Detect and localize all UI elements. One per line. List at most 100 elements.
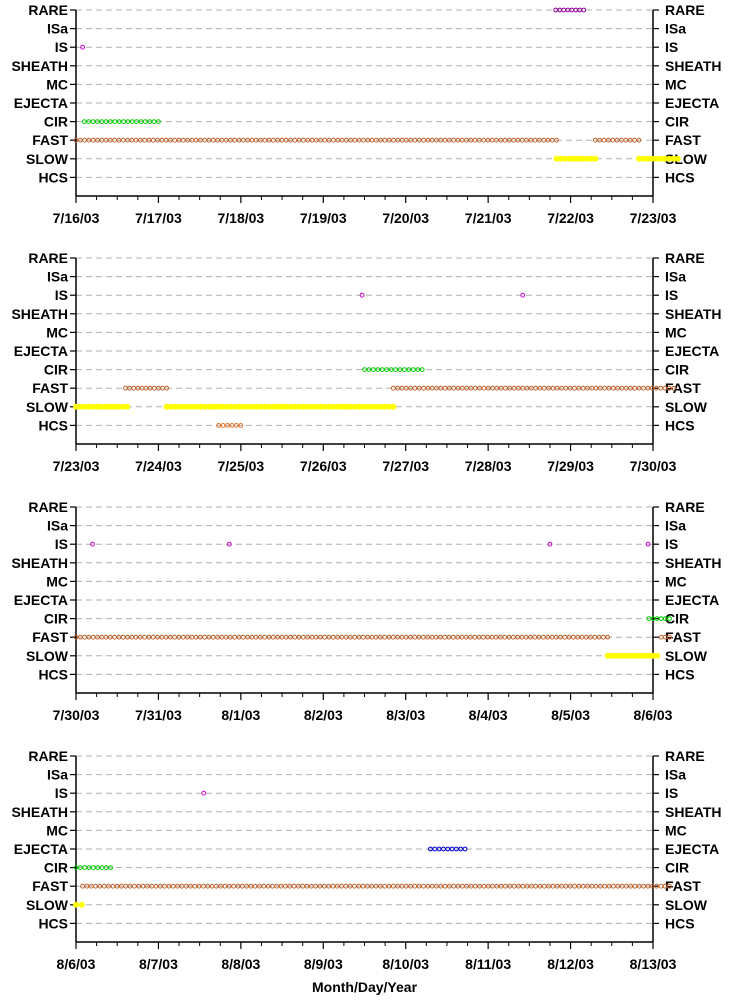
x-tick-label: 7/23/03 xyxy=(630,210,677,226)
x-tick-label: 7/27/03 xyxy=(382,458,429,474)
data-point-fast xyxy=(331,137,336,143)
data-point-fast xyxy=(580,883,586,889)
data-point-fast xyxy=(550,385,556,391)
data-point-fast xyxy=(653,385,659,391)
data-point-fast xyxy=(110,883,116,889)
data-point-cir xyxy=(402,367,407,373)
data-point-fast xyxy=(524,385,530,391)
y-tick-label-right: FAST xyxy=(665,132,701,148)
data-point-fast xyxy=(477,385,482,391)
data-point-fast xyxy=(183,883,189,889)
data-point-fast xyxy=(533,883,539,889)
data-point-cir xyxy=(121,119,126,124)
data-point-fast xyxy=(481,883,487,889)
data-point-fast xyxy=(567,385,573,391)
data-point-fast xyxy=(244,883,249,889)
data-point-fast xyxy=(434,883,439,889)
x-tick-label: 7/21/03 xyxy=(465,210,512,226)
data-point-fast xyxy=(606,385,612,391)
data-point-fast xyxy=(175,883,180,889)
data-point-fast xyxy=(339,883,344,889)
data-point-fast xyxy=(248,883,254,889)
data-point-cir xyxy=(406,367,412,373)
data-point-cir xyxy=(103,119,109,124)
data-point-fast xyxy=(192,883,198,889)
data-point-fast xyxy=(429,883,435,889)
data-point-fast xyxy=(408,883,413,889)
data-point-hcs xyxy=(225,423,230,428)
data-point-fast xyxy=(503,883,508,889)
data-point-fast xyxy=(162,883,167,889)
data-point-cir xyxy=(77,865,83,870)
x-tick-label: 8/4/03 xyxy=(469,707,508,723)
data-point-cir xyxy=(86,865,92,870)
x-tick-label: 8/7/03 xyxy=(139,956,178,972)
data-point-fast xyxy=(196,883,202,889)
data-point-fast xyxy=(262,634,268,640)
data-point-cir xyxy=(82,865,88,870)
data-point-fast xyxy=(472,883,478,889)
data-point-fast xyxy=(278,883,284,889)
x-tick-label: 7/20/03 xyxy=(382,210,429,226)
data-point-fast xyxy=(511,385,517,391)
y-tick-label-right: MC xyxy=(665,822,687,838)
data-point-fast xyxy=(283,883,288,889)
y-tick-label-right: SHEATH xyxy=(665,306,722,322)
data-point-cir xyxy=(362,367,367,373)
data-point-fast xyxy=(580,385,586,391)
data-point-fast xyxy=(623,137,629,143)
data-point-fast xyxy=(131,883,137,889)
x-tick-label: 7/28/03 xyxy=(465,458,512,474)
data-point-cir xyxy=(94,119,100,124)
data-point-fast xyxy=(520,883,526,889)
y-tick-label-left: RARE xyxy=(28,250,68,266)
data-point-fast xyxy=(477,883,483,889)
data-point-slow xyxy=(124,403,131,410)
x-tick-label: 8/11/03 xyxy=(465,956,511,972)
y-tick-label-left: RARE xyxy=(28,2,68,18)
data-point-fast xyxy=(576,385,582,391)
data-point-fast xyxy=(498,883,504,889)
data-point-cir xyxy=(90,865,96,870)
data-point-fast xyxy=(641,385,646,391)
data-point-fast xyxy=(164,385,170,391)
data-point-cir xyxy=(397,367,403,373)
data-point-fast xyxy=(528,385,534,391)
data-point-fast xyxy=(559,385,564,391)
data-point-cir xyxy=(95,865,101,870)
data-point-fast xyxy=(563,883,569,889)
data-point-fast xyxy=(395,385,401,391)
data-point-fast xyxy=(97,883,103,889)
data-point-fast xyxy=(459,883,465,889)
data-point-ejecta xyxy=(428,846,433,852)
data-point-fast xyxy=(308,883,314,889)
data-point-fast xyxy=(421,883,426,889)
data-point-fast xyxy=(235,883,241,889)
y-tick-label-left: MC xyxy=(46,822,68,838)
y-tick-label-left: CIR xyxy=(44,860,68,876)
data-point-fast xyxy=(533,385,539,391)
data-point-fast xyxy=(112,634,117,640)
y-tick-label-left: HCS xyxy=(38,666,68,682)
y-tick-label-right: MC xyxy=(665,76,687,92)
data-point-cir xyxy=(112,119,118,124)
data-point-fast xyxy=(563,385,569,391)
x-tick-label: 8/6/03 xyxy=(57,956,96,972)
data-point-cir xyxy=(156,119,161,124)
x-tick-label: 7/19/03 xyxy=(300,210,347,226)
data-point-fast xyxy=(291,883,297,889)
data-point-fast xyxy=(209,883,215,889)
data-point-ejecta xyxy=(441,846,446,852)
data-point-fast xyxy=(524,883,530,889)
y-tick-label-right: SLOW xyxy=(665,151,708,167)
data-point-fast xyxy=(645,883,651,889)
data-point-is xyxy=(359,292,365,298)
y-tick-label-right: IS xyxy=(665,287,678,303)
y-tick-label-right: FAST xyxy=(665,878,701,894)
y-tick-label-left: SHEATH xyxy=(11,58,68,74)
data-point-fast xyxy=(490,385,495,391)
y-tick-label-right: FAST xyxy=(665,629,701,645)
data-point-fast xyxy=(572,385,577,391)
data-point-fast xyxy=(554,385,560,391)
data-point-hcs xyxy=(220,423,226,428)
